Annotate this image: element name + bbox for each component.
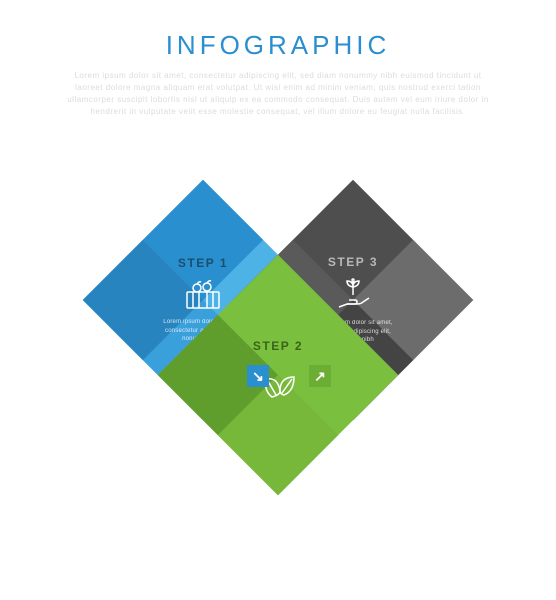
arrow-up-right-icon: ↗ xyxy=(309,365,331,387)
step-2-label: Step 2 xyxy=(253,339,303,353)
page-title: Infographic xyxy=(0,30,556,61)
step-2-diamond: Step 2 xyxy=(158,255,398,495)
step-1-label: Step 1 xyxy=(178,256,228,270)
description-text: Lorem ipsum dolor sit amet, consectetur … xyxy=(60,70,496,118)
step-3-label: Step 3 xyxy=(328,255,378,269)
infographic-stage: Step 1 Lorem ipsum dolor sit amet, xyxy=(0,205,556,585)
arrow-down-right-icon: ↘ xyxy=(247,365,269,387)
